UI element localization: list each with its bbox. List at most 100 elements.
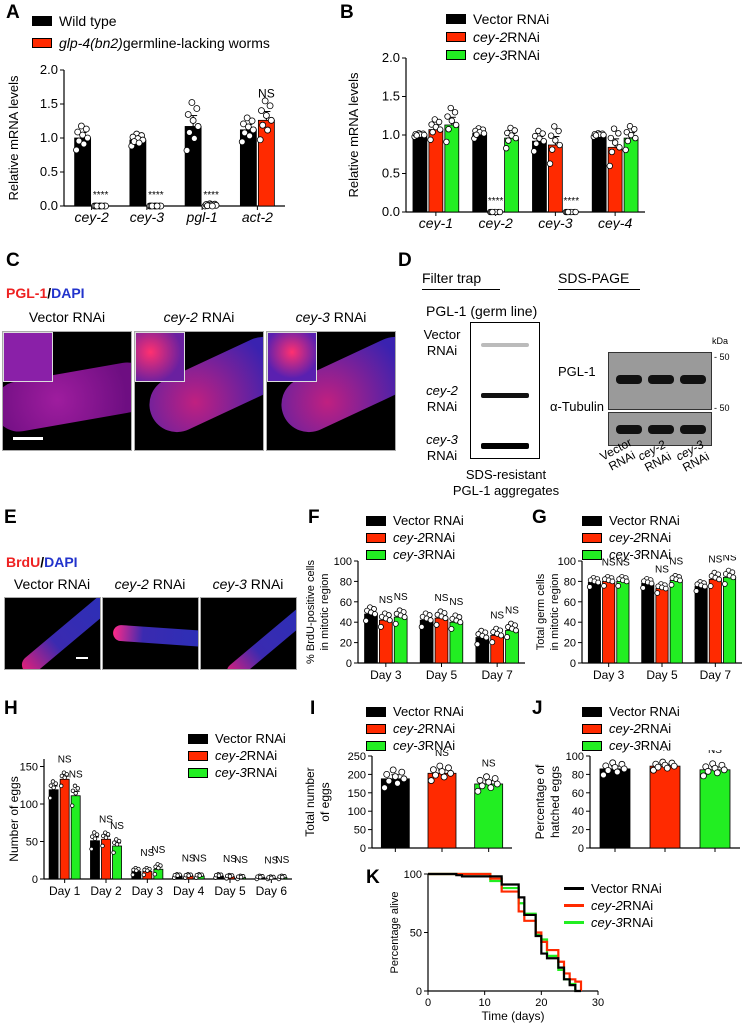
x-tick-label: pgl-1 bbox=[186, 209, 218, 225]
data-point bbox=[238, 874, 244, 880]
data-point bbox=[240, 120, 247, 128]
bar bbox=[587, 582, 601, 664]
significance-annotation: NS bbox=[110, 821, 124, 832]
significance-annotation: NS bbox=[140, 848, 154, 859]
significance-annotation: NS bbox=[708, 555, 722, 565]
data-point bbox=[448, 117, 455, 124]
data-point bbox=[114, 842, 120, 847]
legend-text: Vector RNAi bbox=[393, 704, 464, 719]
data-point bbox=[650, 766, 657, 774]
bar bbox=[59, 778, 70, 880]
row-text2: RNAi bbox=[426, 448, 458, 463]
significance-annotation: NS bbox=[275, 855, 289, 866]
data-point bbox=[623, 128, 630, 136]
data-point bbox=[505, 137, 512, 144]
y-axis-label: Total germ cells bbox=[535, 573, 547, 650]
data-point bbox=[208, 202, 216, 210]
data-point bbox=[662, 585, 669, 592]
legend-text-italic: cey-2 bbox=[473, 29, 508, 45]
data-point bbox=[595, 579, 602, 586]
legend-item: cey-3 RNAi bbox=[582, 546, 680, 563]
legend-text: RNAi bbox=[507, 47, 540, 63]
data-point bbox=[244, 123, 252, 131]
band-vector bbox=[481, 343, 529, 347]
data-point bbox=[503, 145, 510, 152]
col-text: RNAi bbox=[197, 309, 235, 325]
col-text: Vector RNAi bbox=[28, 309, 106, 325]
y-tick-label: 0 bbox=[360, 843, 366, 855]
significance-annotation: NS bbox=[482, 759, 496, 770]
data-point bbox=[432, 771, 439, 779]
bar bbox=[607, 146, 623, 213]
micrograph-c-cey2 bbox=[134, 331, 264, 451]
sds-page-title: SDS-PAGE bbox=[558, 270, 640, 290]
y-tick-label: 100 bbox=[566, 751, 584, 763]
x-tick-label: act-2 bbox=[242, 209, 273, 225]
data-point bbox=[156, 865, 161, 871]
x-tick-label: Day 3 bbox=[370, 668, 402, 682]
data-point bbox=[77, 122, 85, 130]
filter-trap-title: Filter trap bbox=[422, 270, 500, 290]
data-point bbox=[654, 590, 661, 596]
legend-text: Vector RNAi bbox=[609, 704, 680, 719]
data-point bbox=[371, 611, 378, 618]
y-tick-label: 80 bbox=[340, 576, 352, 588]
col-italic: cey-3 bbox=[295, 309, 330, 325]
data-point bbox=[615, 130, 622, 137]
x-tick-label: cey-4 bbox=[598, 215, 632, 230]
legend-item: cey-3 RNAi bbox=[446, 46, 549, 64]
y-tick-label: 0 bbox=[578, 843, 584, 855]
data-point bbox=[72, 783, 78, 789]
significance-annotation: NS bbox=[379, 595, 393, 606]
filter-caption: SDS-resistant PGL-1 aggregates bbox=[444, 467, 568, 499]
legend-text: RNAi bbox=[424, 738, 456, 753]
significance-annotation: NS bbox=[99, 814, 113, 825]
data-point bbox=[386, 617, 393, 624]
data-point bbox=[613, 768, 621, 776]
data-point bbox=[100, 843, 105, 849]
filter-row-label-cey3: cey-3 RNAi bbox=[418, 432, 466, 464]
row-label-tubulin: α-Tubulin bbox=[550, 399, 604, 414]
data-point bbox=[564, 208, 572, 216]
data-point bbox=[105, 832, 111, 837]
bar bbox=[655, 588, 669, 664]
legend-g: Vector RNAi cey-2 RNAi cey-3 RNAi bbox=[582, 512, 680, 563]
bar bbox=[708, 578, 722, 664]
y-tick-label: 80 bbox=[572, 769, 584, 781]
data-point bbox=[648, 580, 655, 587]
significance-annotation: NS bbox=[151, 845, 165, 856]
legend-item: cey-2 RNAi bbox=[446, 28, 549, 46]
bar bbox=[591, 134, 607, 213]
legend-h: Vector RNAi cey-2 RNAi cey-3 RNAi bbox=[188, 730, 286, 781]
panel-label-a: A bbox=[6, 2, 20, 23]
data-point bbox=[188, 99, 196, 106]
col-label-vector-e: Vector RNAi bbox=[4, 576, 100, 592]
data-point bbox=[258, 874, 263, 880]
data-point bbox=[720, 766, 728, 774]
legend-item: cey-2 RNAi bbox=[582, 529, 680, 546]
legend-item: Vector RNAi bbox=[366, 512, 464, 529]
data-point bbox=[440, 773, 448, 781]
x-tick-label: cey-3 bbox=[130, 209, 164, 225]
legend-text-italic: cey-3 bbox=[609, 738, 641, 753]
marker-value: 50 bbox=[719, 352, 730, 362]
panel-label-b: B bbox=[340, 2, 354, 23]
legend-item: cey-2 RNAi bbox=[366, 720, 464, 737]
data-point bbox=[175, 873, 180, 878]
legend-text-italic: cey-3 bbox=[215, 765, 247, 780]
row-text2: RNAi bbox=[426, 399, 458, 414]
y-tick-label: 60 bbox=[340, 597, 352, 609]
y-tick-label: 20 bbox=[572, 825, 584, 837]
legend-swatch bbox=[188, 733, 208, 744]
bar bbox=[90, 840, 100, 880]
data-point bbox=[145, 868, 150, 873]
x-tick-label: Day 7 bbox=[481, 668, 513, 682]
data-point bbox=[190, 135, 198, 142]
data-point bbox=[448, 625, 455, 632]
significance-annotation: NS bbox=[264, 856, 278, 867]
legend-swatch bbox=[32, 16, 52, 26]
y-tick-label: 40 bbox=[340, 617, 352, 629]
filter-subtitle: PGL-1 (germ line) bbox=[426, 303, 538, 319]
legend-swatch bbox=[582, 532, 602, 543]
